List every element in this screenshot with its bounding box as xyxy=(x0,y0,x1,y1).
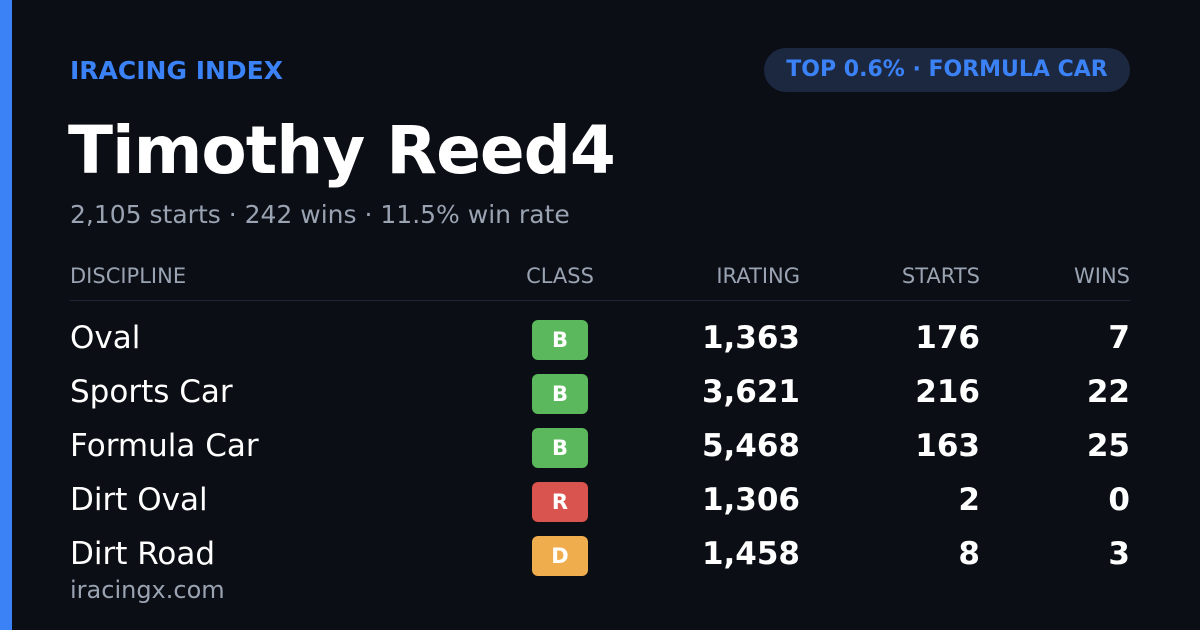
irating-cell: 1,306 xyxy=(701,482,800,518)
wins-cell: 0 xyxy=(1108,482,1130,518)
class-badge: B xyxy=(532,428,588,468)
column-header: DISCIPLINE xyxy=(70,264,187,288)
accent-strip xyxy=(0,0,12,630)
footer-url: iracingx.com xyxy=(70,576,225,604)
irating-cell: 1,458 xyxy=(701,536,800,572)
starts-cell: 8 xyxy=(958,536,980,572)
wins-cell: 3 xyxy=(1108,536,1130,572)
starts-cell: 216 xyxy=(915,374,980,410)
discipline-cell: Sports Car xyxy=(70,374,233,410)
irating-cell: 5,468 xyxy=(701,428,800,464)
class-badge: B xyxy=(532,320,588,360)
summary: 2,105 starts · 242 wins · 11.5% win rate xyxy=(70,200,570,229)
starts-cell: 2 xyxy=(958,482,980,518)
class-badge: D xyxy=(532,536,588,576)
column-header: IRATING xyxy=(716,264,800,288)
irating-cell: 1,363 xyxy=(701,320,800,356)
starts-cell: 176 xyxy=(915,320,980,356)
discipline-cell: Dirt Oval xyxy=(70,482,208,518)
discipline-cell: Oval xyxy=(70,320,141,356)
header-rule xyxy=(70,300,1130,301)
wins-cell: 25 xyxy=(1086,428,1130,464)
discipline-cell: Formula Car xyxy=(70,428,259,464)
wins-cell: 22 xyxy=(1086,374,1130,410)
rank-badge: TOP 0.6% · FORMULA CAR xyxy=(764,48,1130,92)
brand: IRACING INDEX xyxy=(70,56,284,85)
column-header: CLASS xyxy=(526,264,594,288)
column-header: STARTS xyxy=(901,264,980,288)
irating-cell: 3,621 xyxy=(701,374,800,410)
class-badge: R xyxy=(532,482,588,522)
discipline-cell: Dirt Road xyxy=(70,536,216,572)
starts-cell: 163 xyxy=(915,428,980,464)
wins-cell: 7 xyxy=(1108,320,1130,356)
column-header: WINS xyxy=(1074,264,1130,288)
driver-name: Timothy Reed4 xyxy=(68,112,616,189)
class-badge: B xyxy=(532,374,588,414)
